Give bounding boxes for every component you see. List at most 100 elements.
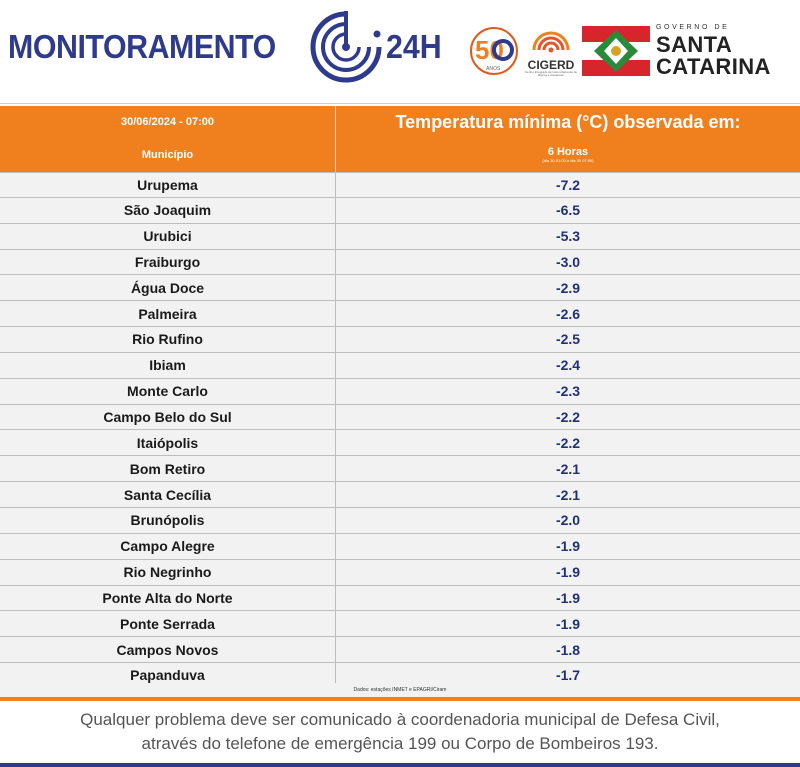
table-row: Palmeira -2.6: [0, 301, 800, 328]
municipio-name: Campos Novos: [116, 641, 219, 658]
table-title: Temperatura mínima (°C) observada em:: [336, 106, 800, 138]
datetime-label: 30/06/2024 - 07:00: [121, 116, 214, 128]
municipio-name: Monte Carlo: [127, 383, 208, 400]
column-divider: [335, 585, 336, 611]
column-divider: [335, 663, 336, 688]
cigerd-subtitle: Centro Integrado de Gerenciamento de Ris…: [524, 70, 578, 77]
footer-notice: Qualquer problema deve ser comunicado à …: [0, 701, 800, 763]
temperature-value: -2.5: [555, 331, 581, 348]
municipio-name: Bom Retiro: [129, 460, 206, 477]
header: MONITORAMENTO 24H 50 ANOS CIGERD Centro …: [0, 0, 800, 104]
gov-line-1: SANTA: [656, 32, 733, 57]
temperature-value: -1.9: [555, 538, 581, 555]
table-row: Ponte Serrada -1.9: [0, 611, 800, 638]
column-divider: [335, 275, 336, 301]
gov-label-big: SANTA CATARINA: [656, 34, 771, 78]
column-divider: [335, 482, 336, 507]
table-row: Água Doce -2.9: [0, 275, 800, 302]
column-divider: [335, 327, 336, 352]
table-header-row-1: 30/06/2024 - 07:00 Temperatura mínima (°…: [0, 106, 800, 138]
table-row: Rio Rufino -2.5: [0, 327, 800, 353]
municipio-name: Fraiburgo: [134, 253, 201, 270]
hours-sublabel: (dia 30 01:00 a dia 30 07:00): [542, 158, 594, 163]
table-row: Campo Alegre -1.9: [0, 533, 800, 560]
logo50-number: 50: [475, 35, 504, 65]
table-row: São Joaquim -6.5: [0, 197, 800, 224]
municipio-name: Ibiam: [149, 357, 186, 374]
municipio-name: Urupema: [137, 176, 198, 193]
column-divider: [335, 138, 336, 172]
temperature-value: -2.2: [555, 434, 581, 451]
table-row: Campo Belo do Sul -2.2: [0, 404, 800, 431]
column-divider: [335, 197, 336, 223]
column-divider: [335, 533, 336, 559]
table-row: Ponte Alta do Norte -1.9: [0, 585, 800, 612]
column-divider: [335, 352, 336, 378]
column-divider: [335, 611, 336, 637]
municipio-name: Brunópolis: [130, 512, 205, 529]
municipio-name: Papanduva: [130, 667, 205, 684]
column-divider: [335, 223, 336, 249]
header-divider: [0, 103, 800, 104]
column-divider: [335, 430, 336, 456]
hours-label: 6 Horas: [547, 146, 589, 158]
municipio-name: Itaiópolis: [136, 434, 199, 451]
municipio-name: São Joaquim: [123, 202, 212, 219]
column-divider: [335, 301, 336, 327]
temperature-value: -1.9: [555, 615, 581, 632]
temperature-value: -2.9: [555, 279, 581, 296]
table-row: Campos Novos -1.8: [0, 637, 800, 664]
column-divider: [335, 249, 336, 275]
municipio-name: Ponte Alta do Norte: [102, 589, 233, 606]
table-row: Rio Negrinho -1.9: [0, 559, 800, 586]
column-divider: [335, 106, 336, 138]
municipio-column-header: Município: [141, 149, 194, 161]
table-row: Ibiam -2.4: [0, 352, 800, 379]
footer-orange-bar: [0, 697, 800, 701]
table-row: Bom Retiro -2.1: [0, 456, 800, 483]
column-divider: [335, 404, 336, 430]
table-row: Fraiburgo -3.0: [0, 249, 800, 276]
temperature-value: -2.1: [555, 486, 581, 503]
gov-label-small: GOVERNO DE: [656, 24, 730, 31]
municipio-name: Água Doce: [130, 279, 205, 296]
gov-line-2: CATARINA: [656, 54, 771, 79]
table-header-row-2: Município 6 Horas (dia 30 01:00 a dia 30…: [0, 138, 800, 172]
column-divider: [335, 378, 336, 404]
temperature-value: -2.6: [555, 305, 581, 322]
column-divider: [335, 507, 336, 533]
temperature-value: -2.1: [555, 460, 581, 477]
temperature-value: -5.3: [555, 228, 581, 245]
temperature-value: -2.0: [555, 512, 581, 529]
data-source-note: Dados: estações INMET e EPAGRI/Ciram: [0, 683, 800, 697]
municipio-name: Rio Rufino: [132, 331, 203, 348]
temperature-value: -2.3: [555, 383, 581, 400]
municipio-name: Palmeira: [138, 305, 197, 322]
temperature-value: -3.0: [555, 253, 581, 270]
monitoring-target-logo-icon: [310, 11, 382, 83]
temperature-value: -6.5: [555, 202, 581, 219]
footer-line-1: Qualquer problema deve ser comunicado à …: [80, 710, 720, 729]
municipio-name: Campo Belo do Sul: [103, 409, 232, 426]
footer-blue-bar: [0, 763, 800, 767]
column-divider: [335, 637, 336, 663]
cigerd-signal-icon: [532, 31, 570, 53]
footer-line-2: através do telefone de emergência 199 ou…: [141, 734, 659, 753]
logo50-sub: ANOS: [486, 66, 501, 72]
table-title-text: Temperatura mínima (°C) observada em:: [395, 111, 741, 132]
brand-title: MONITORAMENTO: [8, 28, 276, 65]
hours-column-header: 6 Horas (dia 30 01:00 a dia 30 07:00): [336, 138, 800, 172]
table-row: Urubici -5.3: [0, 223, 800, 250]
municipio-name: Urubici: [143, 228, 192, 245]
cigerd-label: CIGERD: [527, 58, 575, 72]
temperature-value: -2.2: [555, 409, 581, 426]
brand-24h: 24H: [386, 28, 442, 65]
table-row: Monte Carlo -2.3: [0, 378, 800, 405]
temperature-value: -1.8: [555, 641, 581, 658]
fifty-years-logo-icon: 50 ANOS: [470, 27, 518, 75]
column-divider: [335, 173, 336, 197]
table-row: Itaiópolis -2.2: [0, 430, 800, 457]
table-row: Urupema -7.2: [0, 172, 800, 198]
table-row: Santa Cecília -2.1: [0, 482, 800, 508]
table-row: Brunópolis -2.0: [0, 507, 800, 534]
